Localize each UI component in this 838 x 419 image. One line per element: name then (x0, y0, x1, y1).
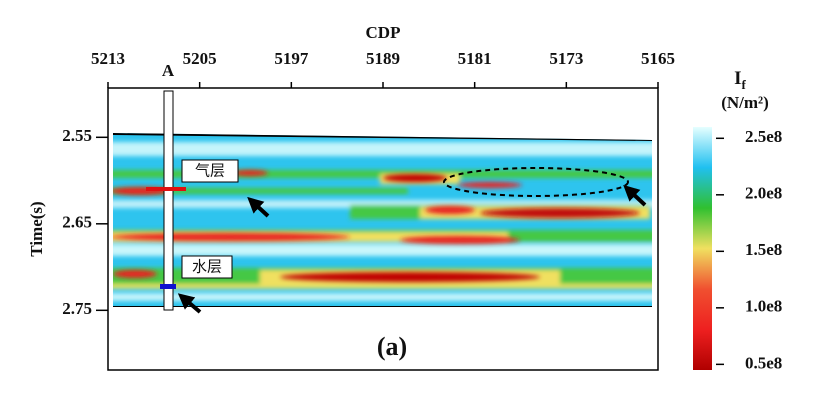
colorbar-tick-label: 2.0e8 (745, 184, 782, 203)
colorbar-tick-label: 1.0e8 (745, 297, 782, 316)
colorbar-unit: (N/m²) (721, 93, 769, 112)
x-tick-label: 5181 (458, 49, 492, 68)
colorbar-tick-label: 1.5e8 (745, 240, 782, 259)
x-tick-label: 5165 (641, 49, 675, 68)
water-marker (160, 284, 176, 289)
impedance-field (113, 133, 652, 307)
well-label: A (162, 61, 175, 80)
gas-label: 气层 (195, 162, 225, 180)
gas-marker (146, 187, 186, 191)
x-tick-label: 5197 (274, 49, 309, 68)
colorbar-title: If (734, 68, 746, 92)
colorbar (693, 127, 712, 370)
x-tick-label: 5189 (366, 49, 400, 68)
panel-label: (a) (377, 332, 407, 361)
y-tick-label: 2.55 (62, 126, 92, 145)
colorbar-symbol: I (734, 68, 741, 89)
colorbar-subscript: f (742, 77, 747, 92)
well (163, 90, 174, 311)
y-tick-label: 2.65 (62, 213, 92, 232)
gas-box (181, 159, 239, 183)
x-tick-label: 5173 (549, 49, 583, 68)
water-box (181, 255, 233, 279)
x-tick-label: 5213 (91, 49, 125, 68)
y-tick-label: 2.75 (62, 299, 92, 318)
water-label: 水层 (192, 258, 222, 276)
colorbar-tick-label: 0.5e8 (745, 353, 782, 372)
highlight-ellipse (443, 167, 629, 197)
arrows (177, 184, 647, 314)
colorbar-tick-label: 2.5e8 (745, 127, 782, 146)
y-axis-title: Time(s) (27, 201, 46, 256)
x-tick-label: 5205 (183, 49, 217, 68)
x-axis-title: CDP (366, 23, 401, 42)
